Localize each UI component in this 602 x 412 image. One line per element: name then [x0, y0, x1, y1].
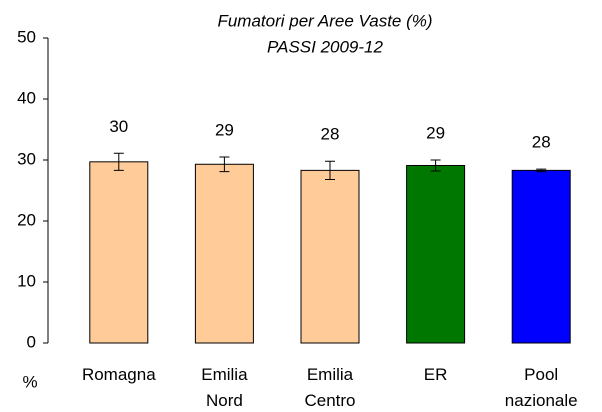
- x-tick-label-line: nazionale: [505, 391, 578, 410]
- y-tick-label: 10: [17, 271, 36, 290]
- error-bar: [430, 159, 441, 172]
- chart-title: Fumatori per Aree Vaste (%): [217, 11, 432, 30]
- value-label: 30: [109, 117, 128, 136]
- error-bar: [219, 156, 230, 173]
- value-label: 29: [215, 120, 234, 139]
- x-tick-label: Romagna: [82, 365, 156, 384]
- x-tick-label: Emilia Nord: [201, 365, 248, 410]
- value-label: 28: [532, 133, 551, 152]
- bar: [406, 164, 466, 344]
- y-tick-label: 20: [17, 210, 36, 229]
- x-tick-label-line: Romagna: [82, 365, 156, 384]
- x-tick-label-line: Emilia: [201, 365, 248, 384]
- x-tick-label-line: Emilia: [307, 365, 354, 384]
- bar: [511, 169, 571, 344]
- y-tick-label: 30: [17, 149, 36, 168]
- bar: [89, 161, 149, 344]
- x-tick-label: Pool nazionale: [505, 365, 578, 410]
- error-bar: [325, 160, 335, 181]
- chart-subtitle: PASSI 2009-12: [267, 37, 383, 56]
- value-label: 29: [426, 123, 445, 142]
- y-axis-label: %: [22, 372, 37, 391]
- y-tick-label: 40: [17, 88, 36, 107]
- x-tick-label: ER: [424, 365, 448, 384]
- value-label: 28: [321, 125, 340, 144]
- x-tick-label-line: Nord: [206, 391, 243, 410]
- x-tick-label-line: ER: [424, 365, 448, 384]
- bar: [194, 163, 254, 344]
- x-tick-label-line: Centro: [304, 391, 355, 410]
- x-tick-label-line: Pool: [524, 365, 558, 384]
- y-tick-label: 0: [27, 332, 36, 351]
- error-bar: [113, 152, 124, 171]
- bar: [300, 169, 360, 344]
- x-tick-label: Emilia Centro: [304, 365, 355, 410]
- error-bar: [536, 168, 547, 173]
- y-tick-label: 50: [17, 27, 36, 46]
